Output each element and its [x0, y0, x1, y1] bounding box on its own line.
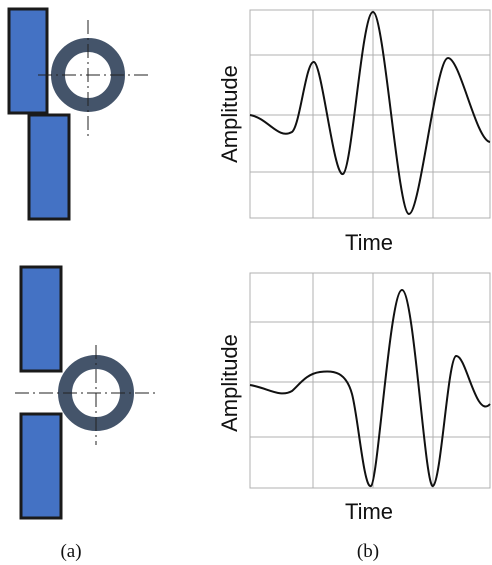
top-waveform [249, 10, 491, 216]
bottom-plot-xlabel: Time [345, 499, 393, 524]
bottom-plot-grid [250, 273, 490, 488]
top-plot: Time Amplitude [217, 9, 491, 255]
caption-b: (b) [357, 541, 379, 562]
top-plot-ylabel: Amplitude [217, 65, 242, 163]
bottom-schematic [15, 265, 158, 520]
top-plot-grid [250, 10, 490, 218]
top-lower-blade [27, 113, 71, 221]
top-upper-blade [7, 7, 49, 115]
bottom-plot: Time Amplitude [217, 272, 491, 524]
bottom-upper-blade [19, 265, 63, 373]
bottom-plot-frame [249, 272, 491, 489]
top-schematic [7, 7, 150, 221]
bottom-plot-ylabel: Amplitude [217, 334, 242, 432]
caption-a: (a) [60, 541, 81, 562]
bottom-waveform [249, 288, 491, 488]
bottom-lower-blade [19, 412, 63, 520]
top-plot-frame [249, 9, 491, 219]
top-plot-xlabel: Time [345, 230, 393, 255]
